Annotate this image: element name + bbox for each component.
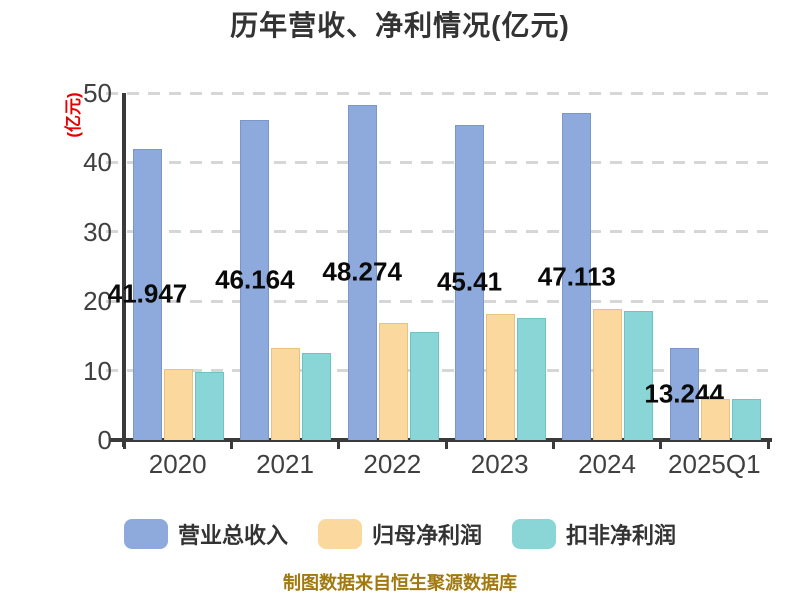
bar-扣非净利润-2021 bbox=[302, 353, 332, 440]
y-axis-line bbox=[122, 93, 126, 447]
bar-营业总收入-2021 bbox=[240, 119, 270, 440]
bar-归母净利润-2022 bbox=[378, 322, 408, 440]
y-tick-50: 50 bbox=[83, 78, 112, 108]
y-tick-40: 40 bbox=[83, 147, 112, 178]
bar-归母净利润-2021 bbox=[271, 347, 301, 440]
legend-item-0: 营业总收入 bbox=[123, 518, 288, 550]
y-tick-10: 10 bbox=[83, 355, 112, 386]
y-tick-30: 30 bbox=[83, 216, 112, 247]
bar-营业总收入-2022 bbox=[347, 104, 377, 440]
bar-value-2021: 46.164 bbox=[215, 264, 295, 295]
bar-value-2023: 45.41 bbox=[436, 266, 503, 297]
bar-value-2022: 48.274 bbox=[322, 256, 402, 287]
bar-归母净利润-2024 bbox=[593, 308, 623, 440]
bar-扣非净利润-2022 bbox=[409, 331, 439, 440]
x-tick-mark bbox=[659, 440, 663, 449]
x-tick-2025Q1: 2025Q1 bbox=[668, 449, 761, 479]
gridline-20 bbox=[106, 299, 768, 303]
bar-营业总收入-2025Q1 bbox=[669, 348, 699, 440]
x-tick-mark bbox=[122, 440, 126, 449]
legend-item-2: 扣非净利润 bbox=[512, 518, 676, 550]
x-tick-2020: 2020 bbox=[148, 449, 207, 479]
legend-swatch-icon bbox=[123, 519, 168, 549]
gridline-50 bbox=[106, 91, 768, 95]
x-tick-2021: 2021 bbox=[256, 449, 314, 479]
bar-营业总收入-2024 bbox=[562, 113, 592, 440]
bar-归母净利润-2025Q1 bbox=[700, 399, 730, 440]
bar-扣非净利润-2023 bbox=[517, 317, 546, 440]
x-tick-2022: 2022 bbox=[363, 449, 422, 479]
legend-item-1: 归母净利润 bbox=[317, 518, 482, 550]
x-tick-2023: 2023 bbox=[470, 449, 529, 479]
x-tick-mark bbox=[444, 440, 448, 449]
x-tick-2024: 2024 bbox=[578, 449, 636, 479]
bar-归母净利润-2023 bbox=[486, 313, 515, 440]
x-tick-mark bbox=[229, 440, 233, 449]
legend-label: 归母净利润 bbox=[371, 523, 482, 548]
gridline-30 bbox=[106, 230, 768, 234]
legend: 营业总收入 归母净利润 扣非净利润 bbox=[0, 518, 800, 550]
x-axis-line bbox=[110, 438, 772, 442]
bar-扣非净利润-2020 bbox=[195, 371, 224, 440]
bar-扣非净利润-2025Q1 bbox=[731, 399, 761, 440]
legend-label: 营业总收入 bbox=[177, 523, 288, 548]
legend-swatch-icon bbox=[317, 519, 362, 549]
chart-title: 历年营收、净利情况(亿元) bbox=[230, 10, 570, 41]
y-tick-0: 0 bbox=[97, 425, 112, 455]
legend-label: 扣非净利润 bbox=[566, 523, 677, 548]
x-tick-mark bbox=[766, 440, 770, 449]
x-tick-mark bbox=[551, 440, 555, 449]
bar-value-2024: 47.113 bbox=[537, 261, 616, 292]
x-tick-mark bbox=[337, 440, 341, 449]
data-source-note: 制图数据来自恒生聚源数据库 bbox=[283, 573, 517, 593]
legend-swatch-icon bbox=[512, 519, 556, 549]
bar-营业总收入-2020 bbox=[133, 148, 162, 440]
bar-归母净利润-2020 bbox=[164, 369, 193, 440]
gridline-40 bbox=[106, 160, 768, 164]
bar-value-2020: 41.947 bbox=[107, 278, 188, 309]
y-tick-20: 20 bbox=[83, 286, 112, 317]
bar-营业总收入-2023 bbox=[455, 124, 484, 440]
bar-扣非净利润-2024 bbox=[624, 310, 654, 440]
